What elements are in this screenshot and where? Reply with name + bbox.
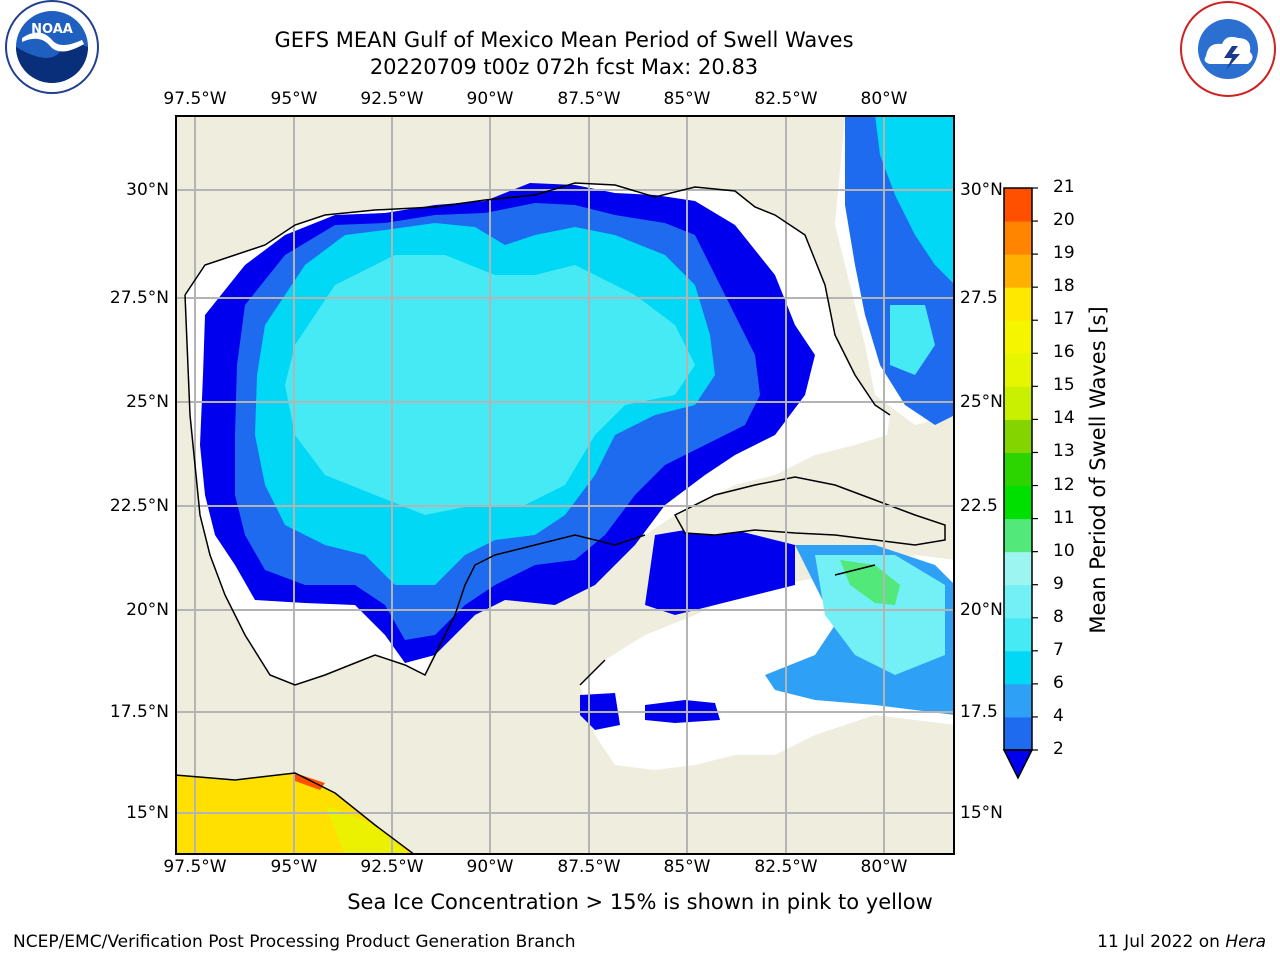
colorbar-label: 4 [1053,705,1064,726]
lon-tick-top: 85°W [663,89,711,109]
sea-ice-note: Sea Ice Concentration > 15% is shown in … [347,890,933,914]
date-text: 11 Jul 2022 on [1097,932,1220,952]
colorbar-label: 6 [1053,672,1064,693]
atlantic-contour-cyan [875,115,955,285]
colorbar-segment [1004,419,1032,453]
colorbar-label: 9 [1053,573,1064,594]
colorbar-label: 19 [1053,243,1075,264]
lat-tick-left: 27.5°N [109,288,169,308]
colorbar-segment [1004,584,1032,619]
lon-tick-bottom: 82.5°W [754,857,818,877]
lat-tick-right: 17.5 [960,702,998,722]
colorbar-frame [1003,187,1033,751]
colorbar-segment [1004,650,1032,685]
lon-tick-top: 90°W [466,89,514,109]
colorbar-min-arrow [1002,749,1034,780]
caribbean-contour-blue [645,525,795,615]
colorbar-segment [1004,287,1032,321]
colorbar-segment [1004,221,1032,255]
lat-tick-left: 22.5°N [109,496,169,516]
lon-tick-top: 92.5°W [360,89,424,109]
lon-tick-bottom: 90°W [466,857,514,877]
colorbar-segment [1004,254,1032,288]
colorbar-segment [1004,188,1032,222]
lon-tick-top: 95°W [270,89,318,109]
colorbar-segment [1004,551,1032,586]
lat-tick-right: 15°N [960,803,1003,823]
graticule [175,115,955,855]
chart-title: GEFS MEAN Gulf of Mexico Mean Period of … [274,28,854,52]
lat-tick-right: 22.5 [960,496,998,516]
pacific-swell [325,805,410,855]
lat-tick-right: 27.5 [960,288,998,308]
nws-logo [1180,1,1276,97]
colorbar-segment [1004,452,1032,487]
swell-period-map [175,115,955,855]
colorbar-label: 7 [1053,639,1064,660]
lon-tick-top: 82.5°W [754,89,818,109]
lat-tick-left: 15°N [126,803,169,823]
lat-tick-left: 20°N [126,600,169,620]
colorbar-segment [1004,386,1032,420]
lon-tick-bottom: 80°W [860,857,908,877]
lat-tick-right: 25°N [960,392,1003,412]
lat-tick-left: 17.5°N [109,702,169,722]
lat-tick-left: 25°N [126,392,169,412]
colorbar-segment [1004,617,1032,652]
lon-tick-bottom: 92.5°W [360,857,424,877]
lon-tick-bottom: 87.5°W [557,857,621,877]
lon-tick-top: 97.5°W [163,89,227,109]
caribbean-contour-aqua [815,555,945,675]
florida-straits-cyan [890,305,935,375]
colorbar-label: 10 [1053,540,1075,561]
colorbar-segment [1004,683,1032,718]
lon-tick-top: 87.5°W [557,89,621,109]
noaa-logo: NOAA [5,0,99,94]
colorbar-title: Mean Period of Swell Waves [s] [1086,306,1110,634]
colorbar-label: 8 [1053,606,1064,627]
colorbar-label: 14 [1053,408,1075,429]
colorbar-label: 18 [1053,276,1075,297]
colorbar-label: 16 [1053,342,1075,363]
lon-tick-bottom: 95°W [270,857,318,877]
colorbar-label: 20 [1053,210,1075,231]
colorbar-segment [1004,518,1032,553]
colorbar-label: 13 [1053,441,1075,462]
colorbar [1002,187,1038,780]
colorbar-label: 15 [1053,375,1075,396]
noaa-logo-text: NOAA [31,22,73,37]
lat-tick-right: 30°N [960,180,1003,200]
credit-text: NCEP/EMC/Verification Post Processing Pr… [13,932,576,952]
colorbar-label: 17 [1053,309,1075,330]
date-stamp: 11 Jul 2022 on Hera [1097,932,1266,952]
chart-subtitle: 20220709 t00z 072h fcst Max: 20.83 [369,55,759,79]
colorbar-label: 21 [1053,177,1075,197]
lon-tick-bottom: 85°W [663,857,711,877]
colorbar-segment [1004,716,1032,751]
lon-tick-top: 80°W [860,89,908,109]
coastline [175,182,891,855]
colorbar-segment [1004,353,1032,387]
machine-name: Hera [1225,932,1266,952]
lat-tick-left: 30°N [126,180,169,200]
lat-tick-right: 20°N [960,600,1003,620]
colorbar-label: 2 [1053,739,1064,759]
colorbar-segment [1004,485,1032,520]
colorbar-label: 12 [1053,474,1075,495]
colorbar-segment [1004,320,1032,354]
colorbar-label: 11 [1053,507,1075,528]
lon-tick-bottom: 97.5°W [163,857,227,877]
cuba [673,476,946,546]
